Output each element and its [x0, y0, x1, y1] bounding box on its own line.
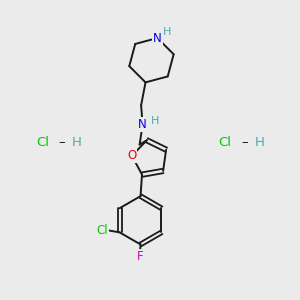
Text: Cl: Cl — [96, 224, 108, 236]
Text: N: N — [153, 32, 162, 44]
Text: Cl: Cl — [219, 136, 232, 149]
Text: H: H — [72, 136, 82, 149]
Text: H: H — [255, 136, 265, 149]
Text: –: – — [241, 136, 247, 149]
Text: H: H — [151, 116, 159, 126]
Text: N: N — [138, 118, 146, 131]
Text: Cl: Cl — [36, 136, 49, 149]
Text: O: O — [127, 149, 136, 162]
Text: F: F — [136, 250, 143, 263]
Text: H: H — [163, 26, 171, 37]
Text: –: – — [58, 136, 65, 149]
